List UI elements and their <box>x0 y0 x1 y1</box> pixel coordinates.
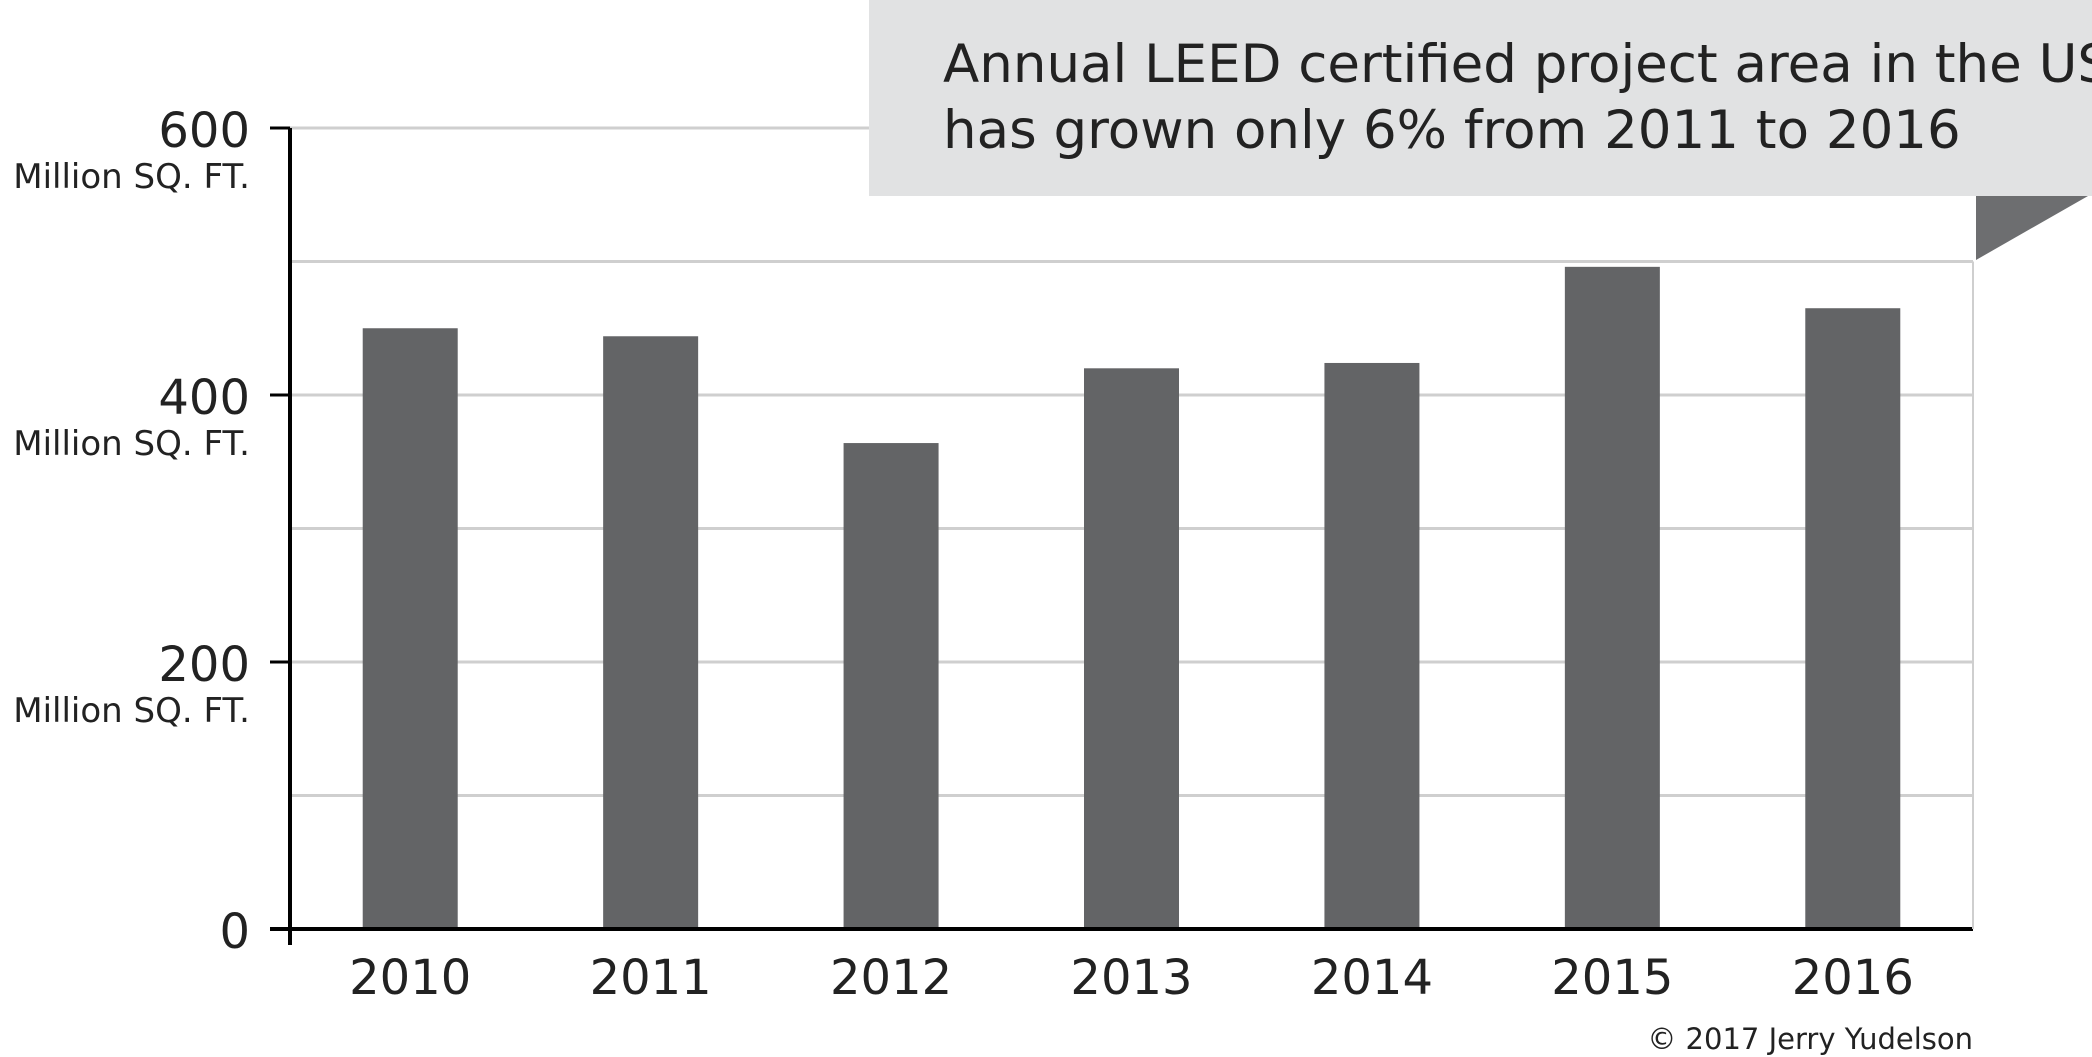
bar-2012 <box>843 443 939 929</box>
x-tick-label-2015: 2015 <box>1551 950 1673 1006</box>
y-tick-label-0: 0 <box>219 904 250 960</box>
x-axis-tick-labels: 2010 2011 2012 2013 2014 2015 2016 <box>349 950 1914 1006</box>
y-tick-unit-400: Million SQ. FT. <box>13 424 250 464</box>
axes <box>270 128 1974 945</box>
bar-2013 <box>1084 368 1179 929</box>
bars <box>362 266 1901 930</box>
bar-2016 <box>1805 308 1901 930</box>
x-tick-label-2014: 2014 <box>1311 950 1433 1006</box>
chart-title-line-1: Annual LEED certified project area in th… <box>943 34 2092 95</box>
y-tick-label-600: 600 <box>158 103 250 159</box>
x-tick-label-2010: 2010 <box>349 950 471 1006</box>
x-tick-label-2011: 2011 <box>590 950 712 1006</box>
y-tick-unit-200: Million SQ. FT. <box>13 691 250 731</box>
bar-2014 <box>1324 362 1420 930</box>
x-tick-label-2012: 2012 <box>830 950 952 1006</box>
y-tick-label-200: 200 <box>158 637 250 693</box>
callout-tail <box>1976 196 2088 260</box>
title-callout: Annual LEED certified project area in th… <box>869 0 2092 260</box>
x-tick-label-2013: 2013 <box>1070 950 1192 1006</box>
chart-title-line-2: has grown only 6% from 2011 to 2016 <box>943 100 1961 161</box>
bar-2015 <box>1564 266 1660 930</box>
callout-box <box>869 0 2092 196</box>
bar-2010 <box>362 328 458 929</box>
y-tick-unit-600: Million SQ. FT. <box>13 157 250 197</box>
bar-2011 <box>603 336 699 929</box>
x-tick-label-2016: 2016 <box>1792 950 1914 1006</box>
copyright-text: © 2017 Jerry Yudelson <box>1647 1022 1973 1056</box>
y-tick-label-400: 400 <box>158 370 250 426</box>
